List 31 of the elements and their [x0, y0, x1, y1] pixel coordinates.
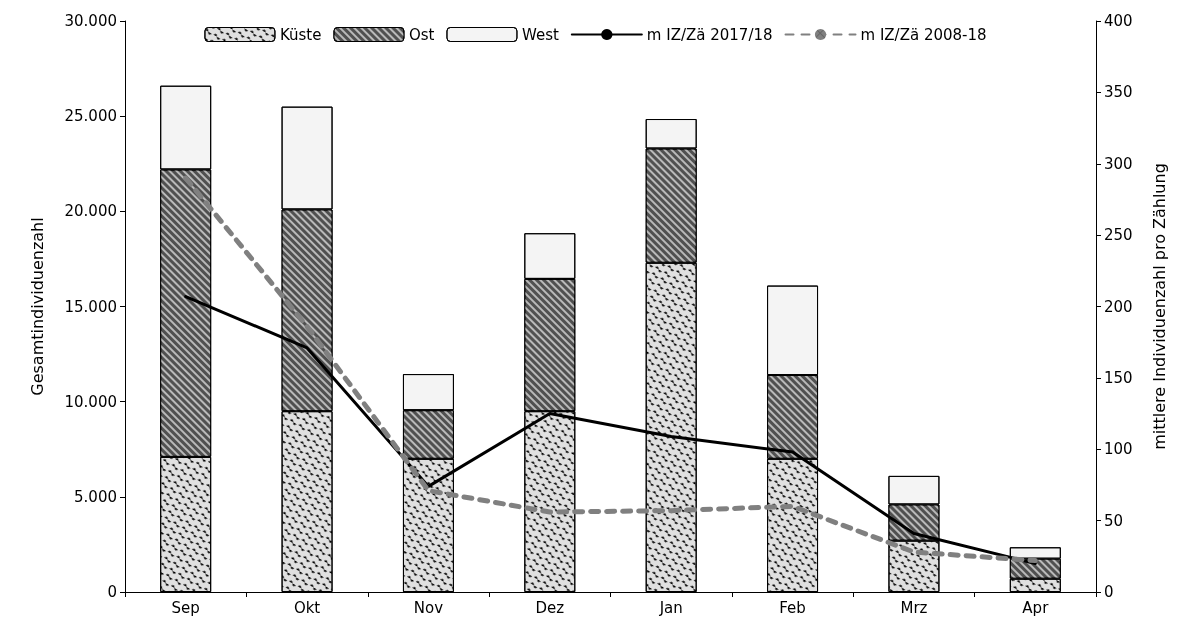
- legend-label: West: [521, 25, 559, 44]
- y2-tick-label: 250: [1104, 226, 1133, 245]
- y-tick-label: 30.000: [64, 12, 117, 30]
- y2-tick-label: 50: [1104, 511, 1124, 530]
- y-tick-label: 0: [107, 583, 117, 601]
- x-tick-label: Okt: [293, 598, 321, 617]
- y-tick-label: 10.000: [64, 392, 117, 411]
- x-tick-label: Dez: [535, 598, 565, 617]
- x-tick-label: Nov: [413, 598, 444, 617]
- y-axis-title: Gesamtindividuenzahl: [27, 217, 47, 396]
- y2-tick-label: 350: [1104, 83, 1133, 102]
- x-tick-label: Sep: [171, 598, 200, 617]
- legend-label: Küste: [279, 25, 322, 44]
- y2-tick-label: 200: [1104, 297, 1133, 316]
- y2-tick-label: 300: [1104, 154, 1133, 173]
- y-tick-label: 5.000: [74, 487, 117, 506]
- y2-tick-label: 0: [1104, 583, 1114, 601]
- y2-tick-label: 100: [1104, 440, 1133, 459]
- x-tick-label: Feb: [779, 598, 806, 617]
- x-tick-label: Jan: [658, 598, 683, 617]
- legend-label: Ost: [408, 25, 435, 44]
- legend-label: m IZ/Zä 2008-18: [860, 25, 987, 44]
- legend-label: m IZ/Zä 2017/18: [646, 25, 773, 44]
- x-tick-label: Mrz: [900, 598, 928, 617]
- y2-tick-label: 150: [1104, 368, 1133, 387]
- y2-tick-label: 400: [1104, 12, 1133, 30]
- y2-axis-title: mittlere Individuenzahl pro Zählung: [1149, 163, 1169, 450]
- y-tick-label: 15.000: [64, 297, 117, 316]
- x-tick-label: Apr: [1022, 598, 1050, 617]
- y-tick-label: 25.000: [64, 107, 117, 126]
- y-tick-label: 20.000: [64, 202, 117, 221]
